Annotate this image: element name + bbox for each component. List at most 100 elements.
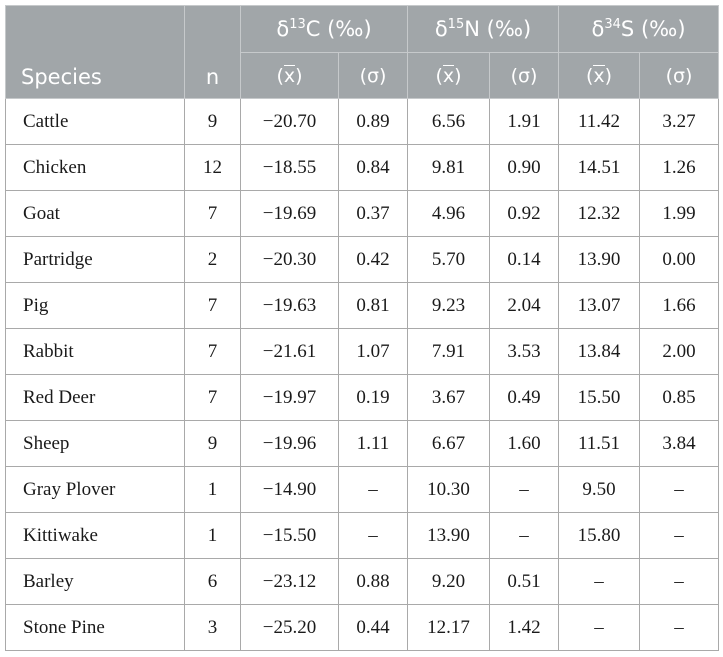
- nitrogen-sd-cell: 0.49: [488, 374, 560, 421]
- table-row: Barley 6 −23.12 0.88 9.20 0.51– –: [5, 558, 720, 605]
- carbon-sd-cell: –: [338, 466, 408, 513]
- nitrogen-mean-cell: 7.91: [407, 328, 490, 375]
- species-cell: Cattle: [5, 98, 185, 145]
- sulfur-mean-cell: –: [558, 558, 641, 605]
- sulfur-mass-number: 34: [604, 17, 621, 32]
- sulfur-sd-header: (σ): [639, 52, 720, 99]
- nitrogen-mean-header: (x): [407, 52, 490, 99]
- nitrogen-mean-cell: 5.70: [407, 236, 490, 283]
- carbon-sd-cell: 0.37: [338, 190, 408, 237]
- carbon-mean-cell: −25.20: [240, 604, 339, 651]
- table-row: Red Deer 7 −19.97 0.19 3.67 0.49 15.50 0.85: [5, 374, 720, 421]
- table-row: Pig 7 −19.63 0.81 9.23 2.04 13.07 1.66: [5, 282, 720, 329]
- n-cell: 7: [184, 328, 241, 375]
- table-row: Rabbit 7 −21.61 1.07 7.91 3.53 13.84 2.00: [5, 328, 720, 375]
- sulfur-element: S: [620, 17, 635, 41]
- nitrogen-element: N: [464, 17, 480, 41]
- nitrogen-mean-cell: 9.23: [407, 282, 490, 329]
- sulfur-sd-cell: 1.99: [639, 190, 720, 237]
- sulfur-unit: (‰): [640, 17, 686, 41]
- sulfur-sd-cell: 0.85: [639, 374, 720, 421]
- carbon-mean-symbol: x: [283, 64, 296, 87]
- sulfur-mean-cell: 11.42: [558, 98, 641, 145]
- nitrogen-mean-cell: 9.81: [407, 144, 490, 191]
- table-row: Gray Plover 1 −14.90–10.30–9.50–: [5, 466, 720, 513]
- n-cell: 1: [184, 512, 241, 559]
- carbon-group-header: δ13C (‰): [240, 5, 408, 53]
- n-cell: 7: [184, 282, 241, 329]
- nitrogen-unit: (‰): [486, 17, 532, 41]
- nitrogen-mean-cell: 9.20: [407, 558, 490, 605]
- n-cell: 1: [184, 466, 241, 513]
- nitrogen-mean-cell: 4.96: [407, 190, 490, 237]
- nitrogen-sd-cell: –: [488, 466, 560, 513]
- n-cell: 7: [184, 374, 241, 421]
- nitrogen-mean-cell: 6.56: [407, 98, 490, 145]
- table-body: Cattle 9 −20.70 0.89 6.56 1.91 11.42 3.27 Chicke…: [5, 98, 720, 651]
- carbon-sd-cell: 0.88: [338, 558, 408, 605]
- nitrogen-sd-cell: 1.91: [488, 98, 560, 145]
- sulfur-sd-cell: –: [639, 558, 720, 605]
- sulfur-sd-cell: 3.27: [639, 98, 720, 145]
- nitrogen-mass-number: 15: [447, 17, 465, 32]
- species-cell: Barley: [5, 558, 185, 605]
- species-cell: Red Deer: [5, 374, 185, 421]
- n-column-header: n: [184, 5, 241, 99]
- nitrogen-mean-cell: 10.30: [407, 466, 490, 513]
- nitrogen-sd-cell: 1.42: [488, 604, 560, 651]
- n-cell: 9: [184, 420, 241, 467]
- isotope-table: Species n δ13C (‰) δ15N (‰) δ34S (‰) (x)…: [5, 5, 720, 651]
- nitrogen-mean-cell: 6.67: [407, 420, 490, 467]
- table-row: Cattle 9 −20.70 0.89 6.56 1.91 11.42 3.27: [5, 98, 720, 145]
- n-cell: 6: [184, 558, 241, 605]
- carbon-sd-header: (σ): [338, 52, 408, 99]
- table-row: Goat 7 −19.69 0.37 4.96 0.92 12.32 1.99: [5, 190, 720, 237]
- table-row: Sheep 9 −19.96 1.11 6.67 1.60 11.51 3.84: [5, 420, 720, 467]
- carbon-mean-cell: −19.63: [240, 282, 339, 329]
- nitrogen-sd-cell: –: [488, 512, 560, 559]
- n-cell: 12: [184, 144, 241, 191]
- sulfur-sd-cell: 1.26: [639, 144, 720, 191]
- n-cell: 2: [184, 236, 241, 283]
- table-header: Species n δ13C (‰) δ15N (‰) δ34S (‰) (x)…: [5, 5, 720, 99]
- carbon-mean-cell: −20.70: [240, 98, 339, 145]
- carbon-mean-cell: −20.30: [240, 236, 339, 283]
- sulfur-mean-cell: 13.90: [558, 236, 641, 283]
- nitrogen-sd-cell: 1.60: [488, 420, 560, 467]
- carbon-sd-cell: –: [338, 512, 408, 559]
- header-row-groups: Species n δ13C (‰) δ15N (‰) δ34S (‰): [5, 5, 720, 99]
- nitrogen-sd-cell: 0.51: [488, 558, 560, 605]
- sulfur-mean-cell: 12.32: [558, 190, 641, 237]
- sulfur-sd-cell: 2.00: [639, 328, 720, 375]
- sulfur-mean-cell: –: [558, 604, 641, 651]
- carbon-mean-header: (x): [240, 52, 339, 99]
- sulfur-mean-cell: 14.51: [558, 144, 641, 191]
- carbon-mean-cell: −19.69: [240, 190, 339, 237]
- nitrogen-mean-cell: 3.67: [407, 374, 490, 421]
- sulfur-mean-cell: 11.51: [558, 420, 641, 467]
- sulfur-mean-cell: 15.80: [558, 512, 641, 559]
- nitrogen-sd-cell: 2.04: [488, 282, 560, 329]
- sulfur-sd-cell: –: [639, 604, 720, 651]
- carbon-mean-cell: −23.12: [240, 558, 339, 605]
- nitrogen-sd-cell: 0.14: [488, 236, 560, 283]
- carbon-mean-cell: −15.50: [240, 512, 339, 559]
- nitrogen-sd-cell: 0.90: [488, 144, 560, 191]
- sulfur-delta-symbol: δ: [591, 17, 605, 41]
- nitrogen-sd-header: (σ): [488, 52, 560, 99]
- nitrogen-mean-symbol: x: [442, 64, 455, 87]
- carbon-mean-cell: −18.55: [240, 144, 339, 191]
- species-column-header: Species: [5, 5, 185, 99]
- nitrogen-group-header: δ15N (‰): [406, 5, 560, 53]
- sulfur-sd-cell: –: [639, 512, 720, 559]
- sulfur-mean-cell: 13.07: [558, 282, 641, 329]
- carbon-unit: (‰): [327, 17, 372, 41]
- sulfur-sd-cell: 3.84: [639, 420, 720, 467]
- carbon-sd-cell: 0.44: [338, 604, 408, 651]
- n-cell: 9: [184, 98, 241, 145]
- n-cell: 3: [184, 604, 241, 651]
- sulfur-sd-cell: –: [639, 466, 720, 513]
- sulfur-sd-cell: 0.00: [639, 236, 720, 283]
- species-cell: Partridge: [5, 236, 185, 283]
- nitrogen-sd-cell: 3.53: [488, 328, 560, 375]
